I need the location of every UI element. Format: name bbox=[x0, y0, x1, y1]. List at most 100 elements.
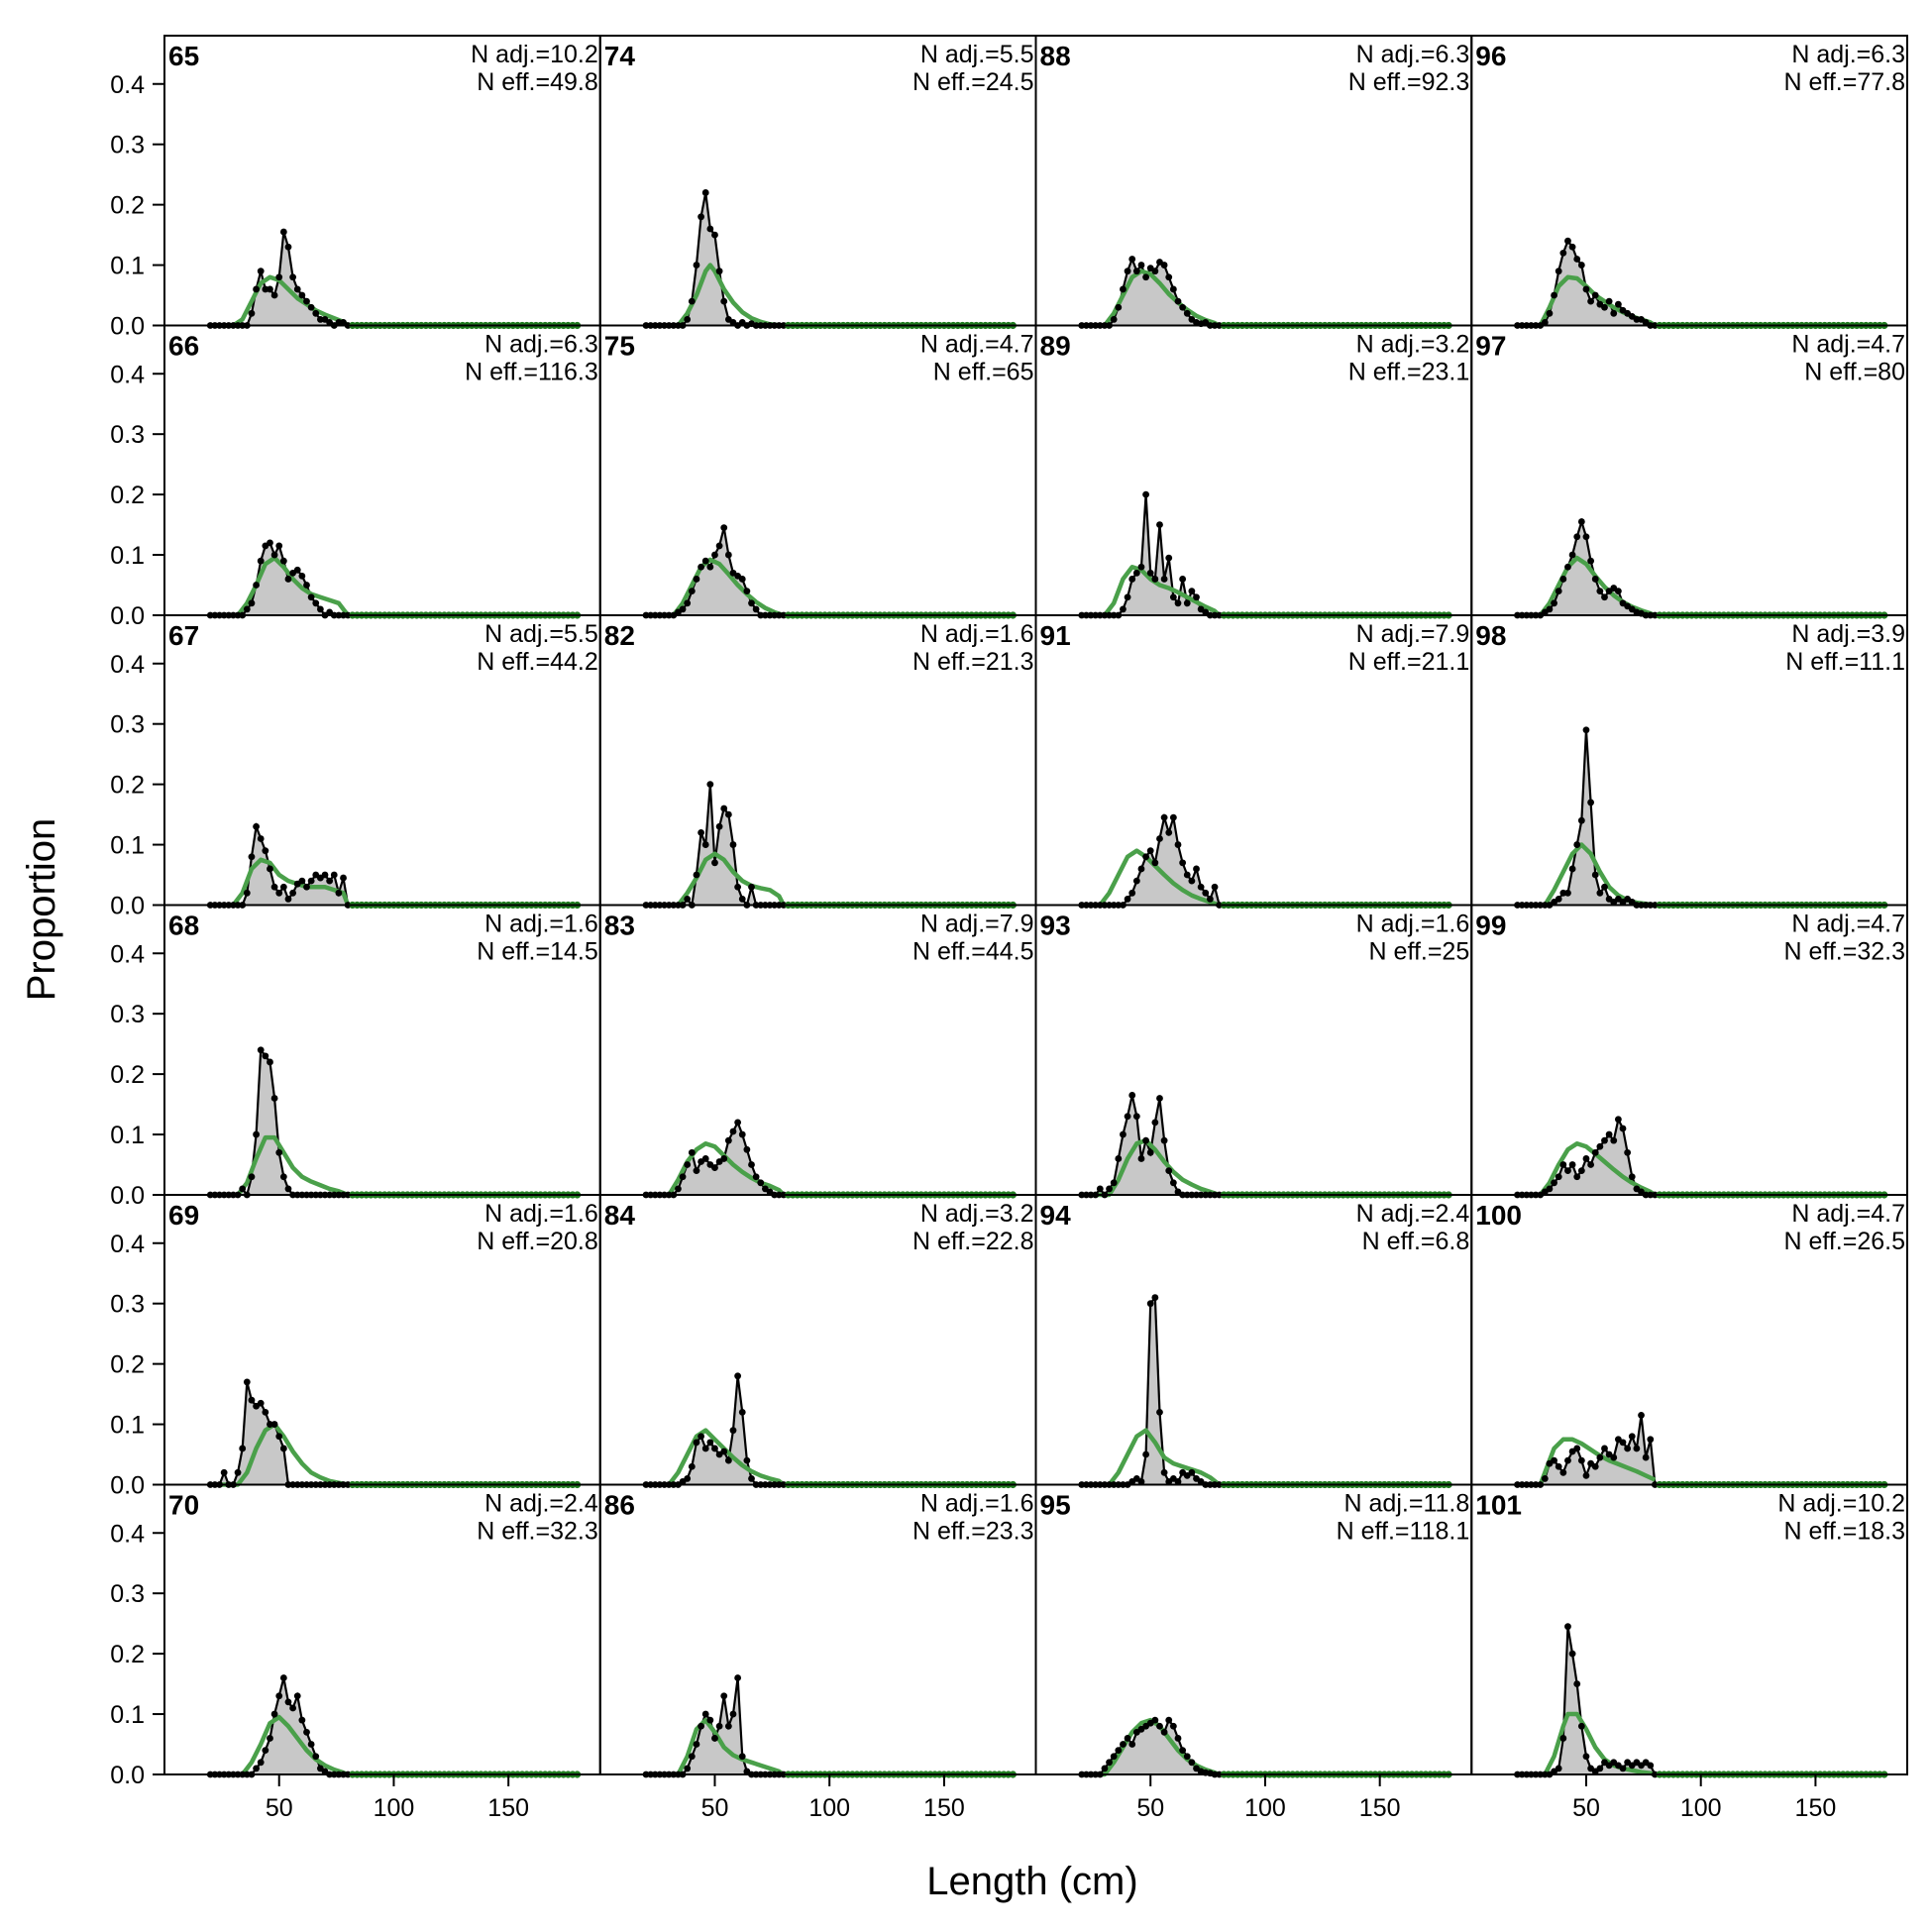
panel-93: 93 N adj.=1.6N eff.=25 bbox=[1034, 904, 1473, 1199]
panel-id-label: 91 bbox=[1040, 620, 1071, 651]
panel-id-label: 86 bbox=[604, 1490, 635, 1521]
observed-point bbox=[1610, 1453, 1618, 1461]
observed-point bbox=[1568, 1161, 1576, 1168]
observed-point bbox=[1179, 303, 1187, 311]
observed-point bbox=[253, 1130, 260, 1138]
observed-point bbox=[284, 896, 292, 903]
observed-point bbox=[1165, 1167, 1173, 1175]
n-eff-label: N eff.=92.3 bbox=[1348, 68, 1470, 96]
expected-line bbox=[210, 1714, 349, 1777]
observed-point bbox=[1156, 521, 1163, 528]
n-eff-label: N eff.=11.1 bbox=[1785, 648, 1905, 676]
n-adj-label: N adj.=4.7 bbox=[1791, 1200, 1905, 1228]
observed-point bbox=[1551, 599, 1557, 607]
observed-point bbox=[1638, 1412, 1645, 1419]
observed-point bbox=[720, 805, 728, 812]
observed-point bbox=[253, 822, 260, 830]
observed-point bbox=[698, 1722, 704, 1730]
observed-point bbox=[1624, 1148, 1632, 1156]
observed-point bbox=[289, 1704, 297, 1712]
observed-point bbox=[688, 1148, 696, 1156]
panel-id-label: 93 bbox=[1040, 911, 1071, 941]
observed-point bbox=[1601, 1445, 1608, 1452]
observed-point bbox=[1110, 1179, 1118, 1187]
observed-point bbox=[715, 542, 723, 550]
observed-fill bbox=[1081, 259, 1449, 326]
expected-line bbox=[1081, 1137, 1221, 1198]
n-eff-label: N eff.=20.8 bbox=[477, 1228, 598, 1255]
observed-point bbox=[1559, 1735, 1567, 1742]
panel-88: 88 N adj.=6.3N eff.=92.3 bbox=[1034, 35, 1473, 330]
observed-point bbox=[257, 835, 265, 842]
observed-point bbox=[1619, 1439, 1627, 1447]
observed-point bbox=[267, 285, 273, 293]
observed-point bbox=[1160, 1728, 1168, 1736]
panel-66: 66 N adj.=6.3N eff.=116.3 bbox=[163, 324, 601, 619]
observed-point bbox=[1128, 256, 1136, 263]
observed-fill bbox=[210, 1677, 578, 1774]
observed-point bbox=[1596, 588, 1604, 595]
observed-point bbox=[1169, 593, 1177, 601]
observed-point bbox=[298, 1716, 306, 1724]
observed-point bbox=[270, 1710, 278, 1718]
n-eff-label: N eff.=116.3 bbox=[465, 359, 598, 386]
observed-point bbox=[1551, 1456, 1557, 1464]
observed-fill bbox=[1517, 1119, 1884, 1195]
observed-point bbox=[1179, 576, 1187, 583]
panel-id-label: 101 bbox=[1475, 1490, 1522, 1521]
n-adj-label: N adj.=1.6 bbox=[920, 1490, 1034, 1518]
observed-point bbox=[1183, 871, 1191, 879]
panel-83: 83 N adj.=7.9N eff.=44.5 bbox=[598, 904, 1037, 1199]
y-tick-label: 0.3 bbox=[110, 1291, 145, 1319]
panel-id-label: 65 bbox=[168, 41, 199, 71]
panel-id-label: 99 bbox=[1475, 911, 1506, 941]
n-adj-label: N adj.=2.4 bbox=[1356, 1200, 1470, 1228]
observed-point bbox=[1128, 1741, 1136, 1748]
observed-fill bbox=[1517, 1415, 1884, 1485]
observed-point bbox=[248, 309, 256, 317]
panel-frame bbox=[1470, 1483, 1908, 1775]
n-adj-label: N adj.=11.8 bbox=[1344, 1490, 1470, 1518]
y-tick-label: 0.2 bbox=[110, 1351, 145, 1379]
observed-point bbox=[1146, 847, 1154, 855]
panel-id-label: 67 bbox=[168, 620, 199, 651]
observed-point bbox=[267, 1735, 273, 1742]
observed-point bbox=[316, 605, 324, 613]
observed-point bbox=[1188, 877, 1196, 885]
observed-point bbox=[1647, 1436, 1655, 1444]
observed-point bbox=[239, 1185, 247, 1193]
observed-point bbox=[1124, 1735, 1131, 1742]
observed-point bbox=[1614, 1116, 1622, 1124]
observed-point bbox=[1124, 593, 1131, 601]
observed-point bbox=[1174, 599, 1182, 607]
n-adj-label: N adj.=4.7 bbox=[1791, 911, 1905, 938]
observed-point bbox=[257, 557, 265, 565]
observed-point bbox=[1110, 1753, 1118, 1761]
y-tick-label: 0.0 bbox=[110, 1182, 145, 1210]
observed-point bbox=[1137, 563, 1145, 571]
observed-point bbox=[743, 1456, 751, 1464]
observed-point bbox=[335, 889, 343, 897]
observed-point bbox=[1582, 726, 1590, 734]
expected-line bbox=[646, 1717, 786, 1777]
observed-point bbox=[1577, 816, 1585, 824]
observed-point bbox=[303, 582, 310, 589]
y-tick-label: 0.2 bbox=[110, 1641, 145, 1668]
observed-point bbox=[1115, 1747, 1123, 1755]
observed-point bbox=[270, 291, 278, 299]
panel-id-label: 75 bbox=[604, 331, 635, 362]
observed-point bbox=[1577, 518, 1585, 525]
n-adj-label: N adj.=2.4 bbox=[484, 1490, 598, 1518]
observed-point bbox=[1106, 1185, 1113, 1193]
y-tick-label: 0.0 bbox=[110, 893, 145, 920]
n-eff-label: N eff.=32.3 bbox=[477, 1518, 598, 1546]
observed-point bbox=[1564, 237, 1571, 245]
y-tick-label: 0.2 bbox=[110, 482, 145, 509]
observed-point bbox=[1165, 554, 1173, 562]
observed-point bbox=[1142, 273, 1149, 281]
panel-id-label: 83 bbox=[604, 911, 635, 941]
observed-point bbox=[684, 1475, 692, 1482]
x-tick-label: 150 bbox=[923, 1794, 965, 1822]
observed-point bbox=[248, 1173, 256, 1181]
observed-point bbox=[1596, 1453, 1604, 1461]
